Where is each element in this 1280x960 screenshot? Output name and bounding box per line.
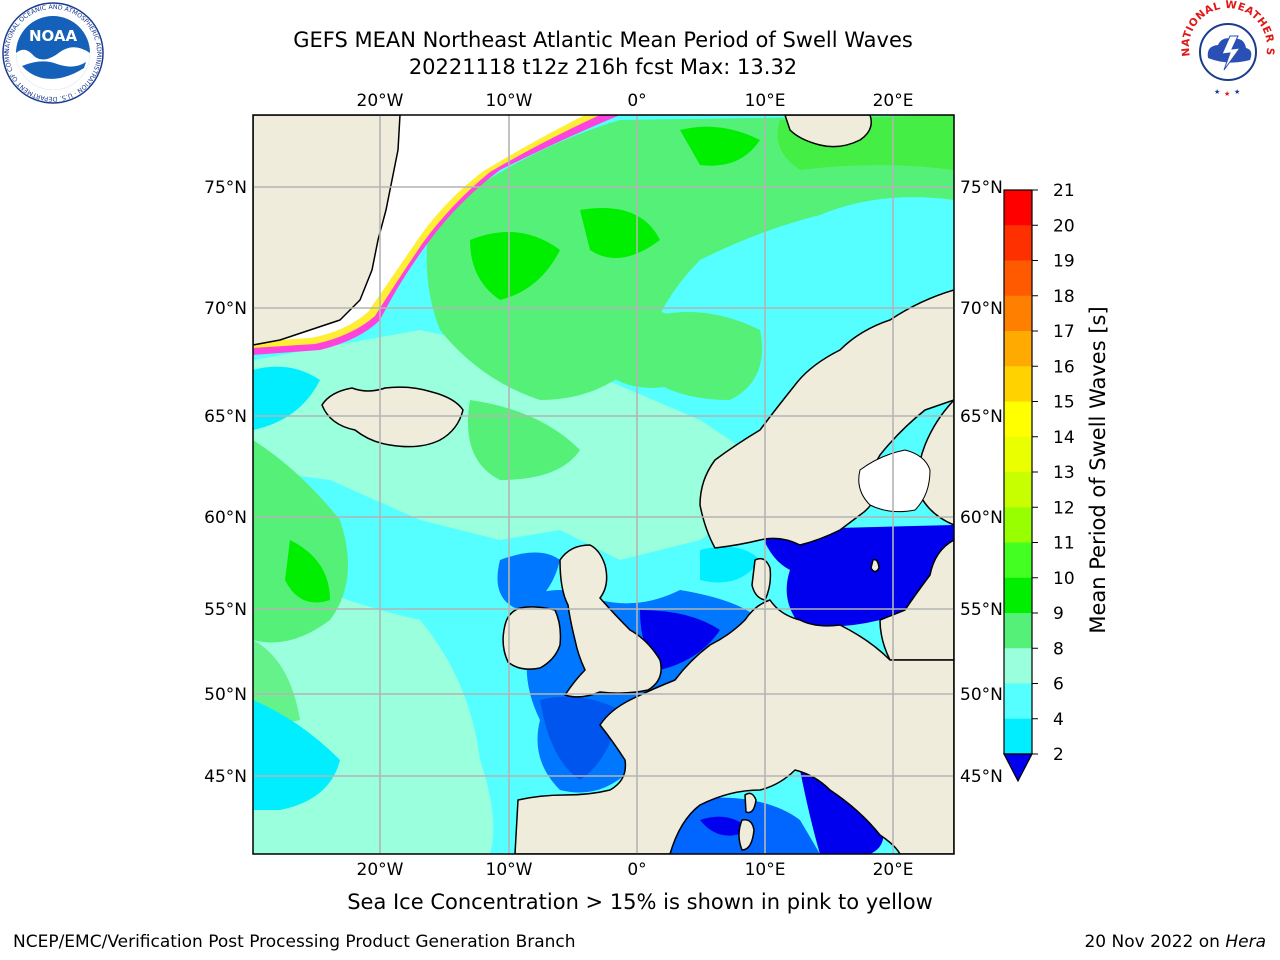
colorbar-segment	[1004, 577, 1032, 614]
colorbar-tick-label: 14	[1053, 428, 1075, 448]
colorbar-tick-label: 19	[1053, 252, 1075, 272]
colorbar-tick-label: 15	[1053, 393, 1075, 413]
footer-host: Hera	[1225, 932, 1266, 952]
chart-title: GEFS MEAN Northeast Atlantic Mean Period…	[293, 28, 913, 52]
lon-label-bottom: 0°	[627, 860, 646, 880]
colorbar-segment	[1004, 436, 1032, 473]
svg-text:★: ★	[1234, 88, 1240, 96]
svg-text:★: ★	[1214, 88, 1220, 96]
colorbar-segment	[1004, 542, 1032, 579]
lat-label-right: 50°N	[960, 685, 1003, 705]
lat-label-left: 60°N	[204, 508, 247, 528]
lat-label-right: 75°N	[960, 178, 1003, 198]
graticule	[253, 115, 954, 854]
colorbar-segment	[1004, 331, 1032, 367]
lat-label-left: 45°N	[204, 767, 247, 787]
colorbar-tick-label: 4	[1053, 710, 1064, 730]
colorbar-segment	[1004, 718, 1032, 755]
colorbar: 21 20 19 18 17 16 15 14 13 12 11 10 9 8 6 4 2	[1003, 181, 1075, 783]
lon-label-top: 0°	[627, 91, 646, 111]
lat-label-left: 75°N	[204, 178, 247, 198]
colorbar-segment	[1004, 648, 1032, 684]
colorbar-segment	[1004, 260, 1032, 297]
colorbar-tick-label: 21	[1053, 181, 1075, 201]
lon-label-bottom: 20°E	[873, 860, 914, 880]
colorbar-tick-label: 11	[1053, 534, 1075, 554]
colorbar-tick-label: 18	[1053, 287, 1075, 307]
colorbar-tick-label: 17	[1053, 322, 1075, 342]
lon-label-top: 20°W	[357, 91, 404, 111]
chart-subtitle: 20221118 t12z 216h fcst Max: 13.32	[408, 55, 798, 79]
lat-label-left: 65°N	[204, 407, 247, 427]
lat-label-left: 50°N	[204, 685, 247, 705]
lon-label-top: 20°E	[873, 91, 914, 111]
lat-label-left: 70°N	[204, 299, 247, 319]
colorbar-tick-label: 2	[1053, 745, 1064, 765]
lon-label-top: 10°W	[486, 91, 533, 111]
map-area	[253, 115, 954, 854]
lon-label-bottom: 10°E	[745, 860, 786, 880]
colorbar-tick-label: 12	[1053, 498, 1075, 518]
colorbar-tick-label: 9	[1053, 604, 1064, 624]
colorbar-label: Mean Period of Swell Waves [s]	[1086, 306, 1110, 634]
colorbar-tick-label: 13	[1053, 463, 1075, 483]
colorbar-segment	[1004, 366, 1032, 402]
colorbar-segment	[1004, 295, 1032, 332]
footer-date: 20 Nov 2022 on Hera	[1084, 932, 1266, 952]
lat-label-right: 65°N	[960, 407, 1003, 427]
colorbar-tick-label: 10	[1053, 569, 1075, 589]
lat-label-right: 55°N	[960, 600, 1003, 620]
lon-label-bottom: 10°W	[486, 860, 533, 880]
colorbar-tick-label: 8	[1053, 639, 1064, 659]
colorbar-tick-label: 20	[1053, 216, 1075, 236]
lat-label-right: 45°N	[960, 767, 1003, 787]
colorbar-segment	[1004, 683, 1032, 720]
lon-label-top: 10°E	[745, 91, 786, 111]
lon-label-bottom: 20°W	[357, 860, 404, 880]
footer-credit: NCEP/EMC/Verification Post Processing Pr…	[13, 932, 576, 952]
lat-label-right: 70°N	[960, 299, 1003, 319]
map-frame	[252, 114, 955, 855]
colorbar-tick-label: 6	[1053, 675, 1064, 695]
nws-logo: NATIONAL WEATHER SERVICE ★ ★ ★	[1178, 0, 1276, 98]
noaa-logo-text: NOAA	[29, 27, 78, 45]
colorbar-segment	[1004, 190, 1032, 226]
colorbar-segment	[1004, 507, 1032, 543]
noaa-logo: NATIONAL OCEANIC AND ATMOSPHERIC ADMINIS…	[2, 2, 104, 104]
sea-ice-note: Sea Ice Concentration > 15% is shown in …	[347, 890, 933, 914]
colorbar-segment	[1004, 472, 1032, 508]
colorbar-segment	[1004, 401, 1032, 438]
svg-text:★: ★	[1224, 90, 1230, 98]
colorbar-segment	[1004, 613, 1032, 649]
footer-date-text: 20 Nov 2022 on	[1084, 932, 1220, 952]
lat-label-left: 55°N	[204, 600, 247, 620]
colorbar-segment	[1004, 225, 1032, 261]
colorbar-extend-arrow	[1003, 753, 1033, 783]
lat-label-right: 60°N	[960, 508, 1003, 528]
colorbar-tick-label: 16	[1053, 357, 1075, 377]
land	[253, 115, 954, 854]
